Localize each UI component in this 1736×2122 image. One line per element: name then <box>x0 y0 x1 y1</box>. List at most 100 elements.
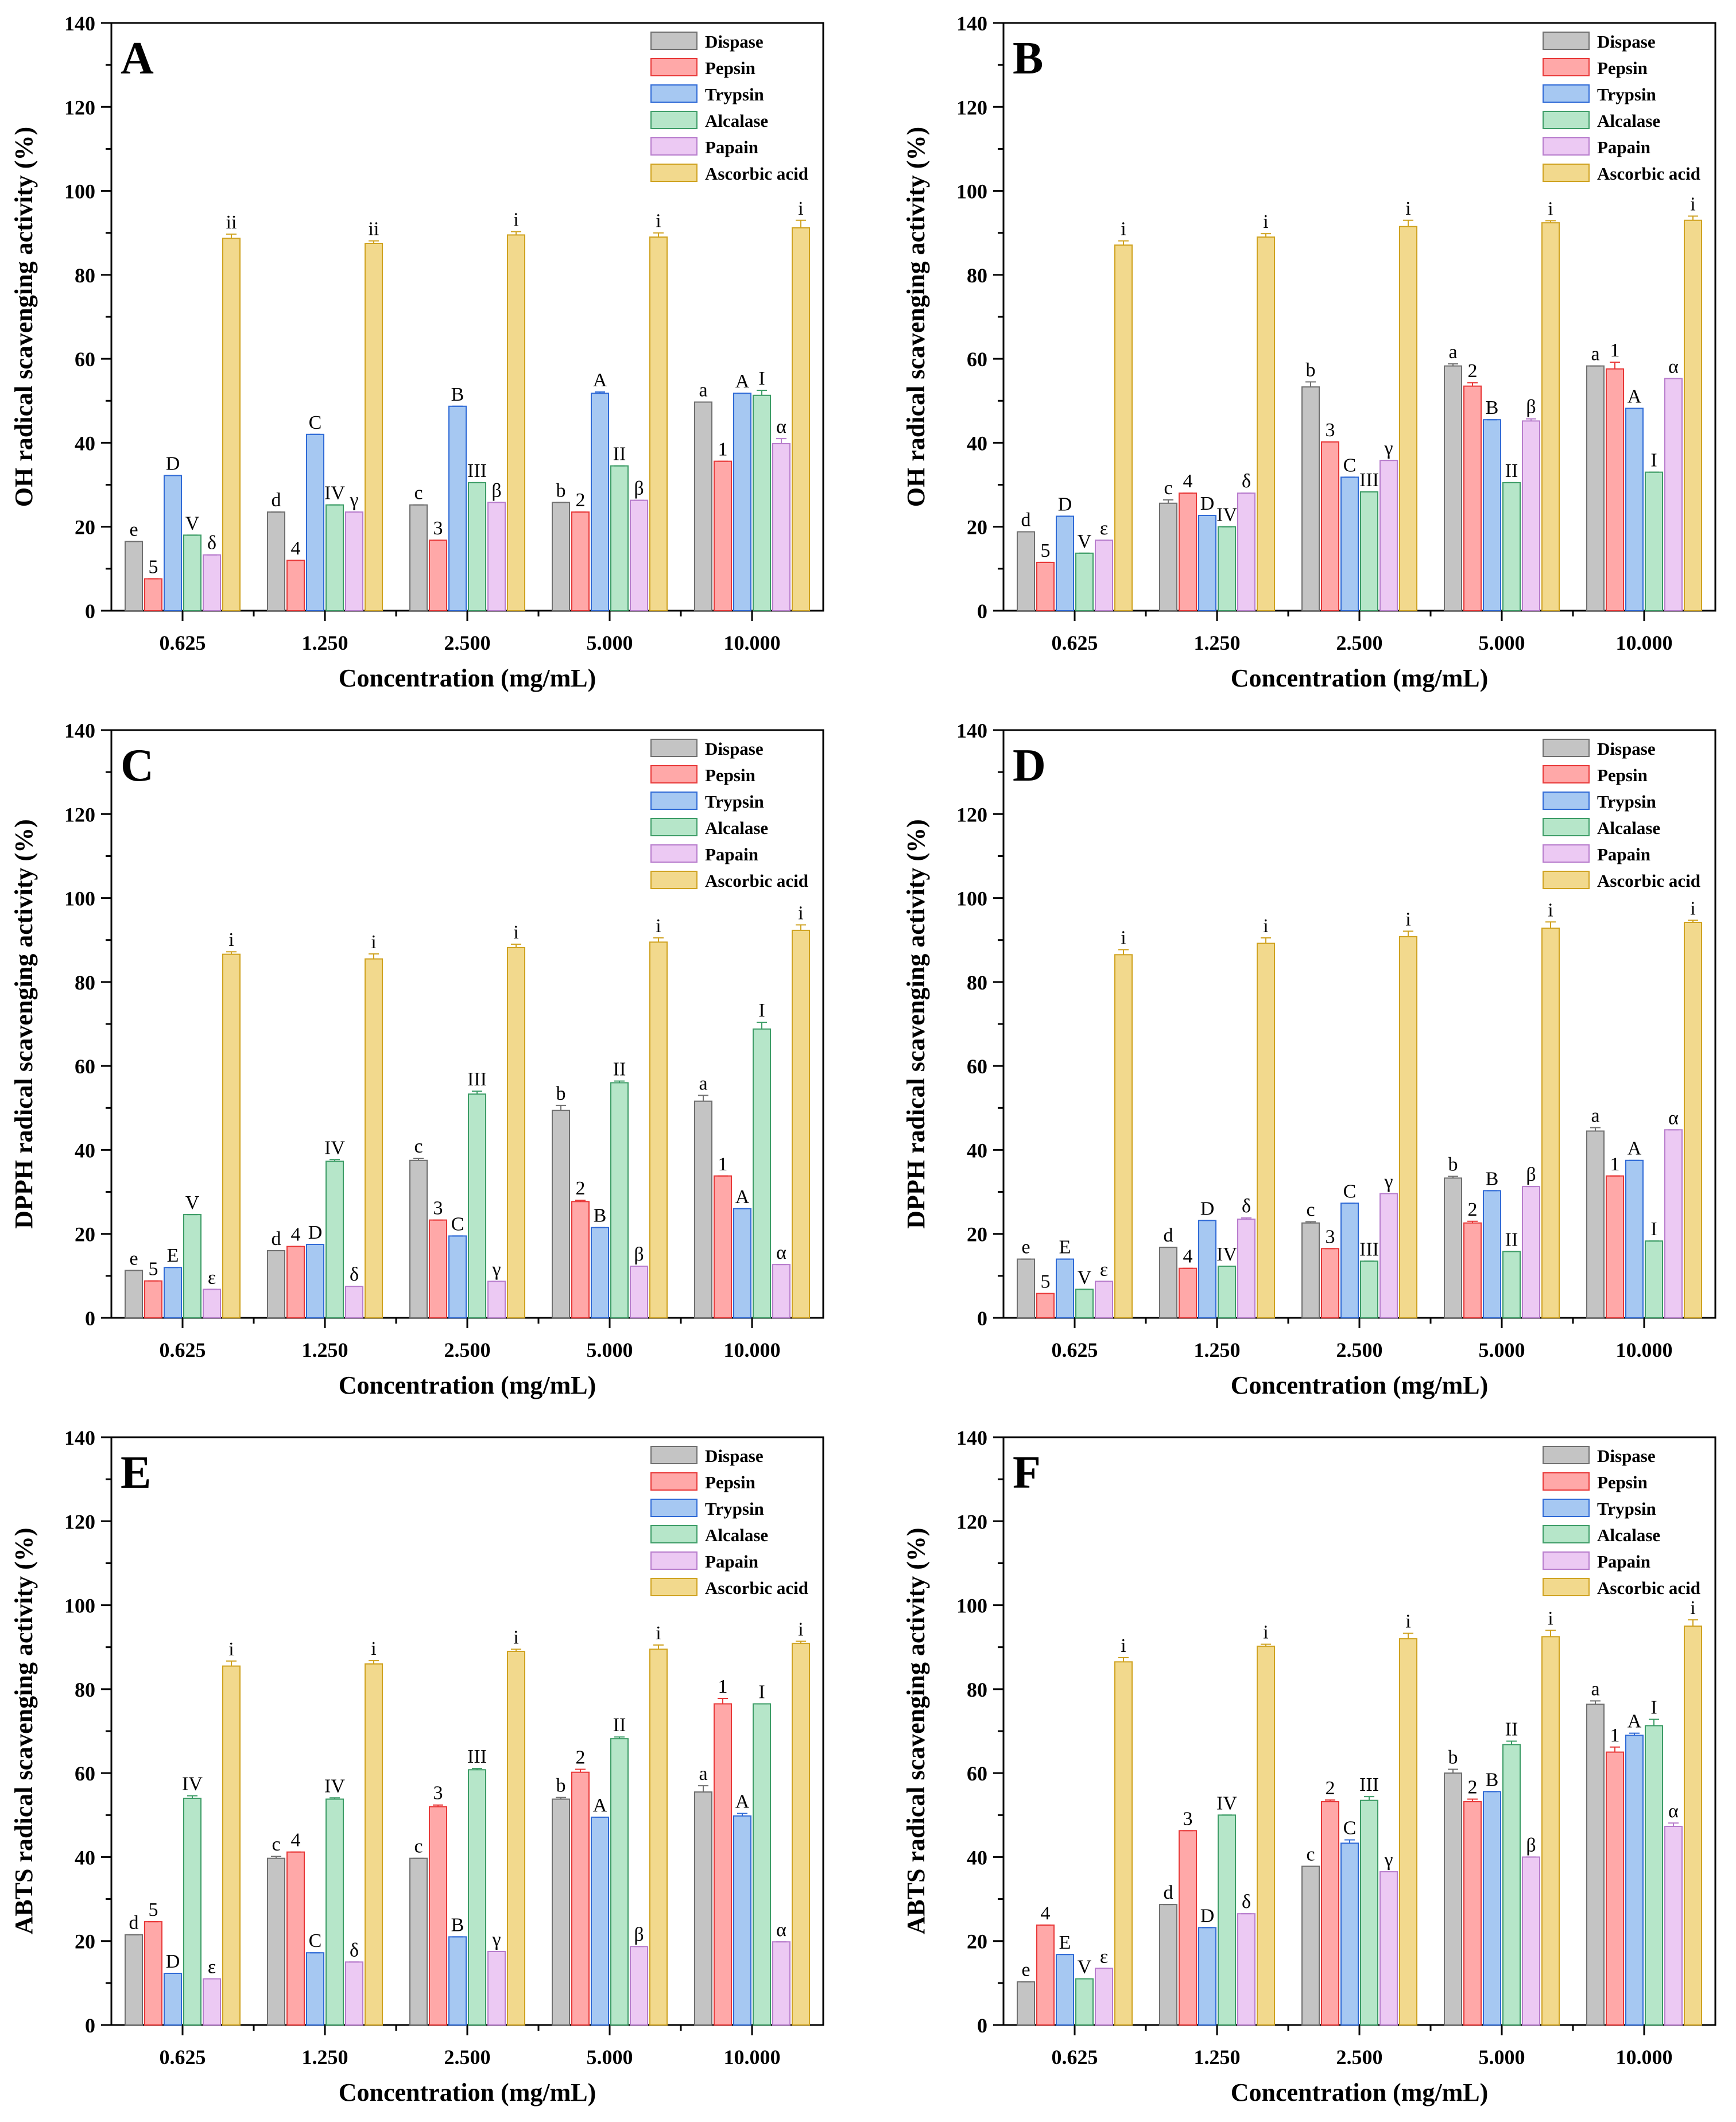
bar <box>1179 1830 1197 2026</box>
significance-label: III <box>1359 1774 1379 1795</box>
x-tick-label: 1.250 <box>302 1339 348 1361</box>
significance-label: 4 <box>291 1830 301 1851</box>
significance-label: I <box>1650 1697 1657 1718</box>
bar <box>183 1214 202 1319</box>
significance-label: c <box>414 1136 423 1157</box>
bar <box>1522 420 1540 611</box>
y-tick-label: 20 <box>967 1223 987 1246</box>
legend: Dispase Pepsin Trypsin Alcalase Papain Ascorb… <box>1543 739 1700 891</box>
bar <box>1340 1842 1359 2026</box>
legend-swatch <box>1543 1578 1590 1596</box>
chart-panel-c: 0 20 40 60 80 100 120 140 0.625 e 5E Vε i 1.250 d 4 D IV δ… <box>10 719 824 1399</box>
legend-label: Ascorbic acid <box>705 871 808 891</box>
bar <box>753 1703 771 2026</box>
bar <box>222 953 241 1318</box>
bar <box>326 1798 344 2026</box>
bar <box>1684 921 1702 1318</box>
bar <box>1159 1247 1177 1319</box>
bar <box>694 401 712 611</box>
bar <box>1380 1871 1398 2026</box>
significance-label: i <box>513 210 518 231</box>
x-tick-label: 10.000 <box>724 1339 781 1361</box>
significance-label: i <box>1121 219 1126 240</box>
significance-label: III <box>467 1069 487 1090</box>
significance-label: β <box>491 480 501 501</box>
significance-label: β <box>1526 397 1536 418</box>
bar <box>286 1246 305 1319</box>
bar <box>552 502 570 612</box>
legend-label: Papain <box>1597 1551 1650 1572</box>
bar <box>507 1651 525 2026</box>
legend-label: Pepsin <box>1597 1472 1648 1492</box>
legend-swatch <box>650 1499 698 1517</box>
bar <box>1198 1927 1216 2026</box>
significance-label: D <box>308 1222 323 1243</box>
legend-label: Ascorbic acid <box>705 164 808 184</box>
significance-label: a <box>1591 1678 1599 1700</box>
significance-label: d <box>129 1912 139 1934</box>
bar <box>1541 928 1560 1318</box>
legend-label: Alcalase <box>1597 818 1660 838</box>
significance-label: 1 <box>718 1676 728 1697</box>
chart-panel-a: 0204060801001201400.625e5DVδii1.250d4CIV… <box>10 12 824 692</box>
legend-label: Dispase <box>1597 32 1656 52</box>
legend-label: Ascorbic acid <box>1597 1578 1700 1598</box>
significance-label: b <box>556 480 566 501</box>
bar <box>792 227 810 611</box>
x-axis-title: Concentration (mg/mL) <box>339 2078 596 2107</box>
significance-label: II <box>1505 1229 1518 1250</box>
significance-label: D <box>166 1951 180 1972</box>
legend-label: Pepsin <box>1597 58 1648 78</box>
significance-label: i <box>1121 928 1126 949</box>
significance-label: C <box>309 412 322 433</box>
bar <box>753 394 771 612</box>
significance-label: i <box>513 922 518 943</box>
legend-label: Trypsin <box>1597 84 1656 104</box>
bar <box>144 578 162 612</box>
significance-label: III <box>1359 470 1379 491</box>
bar <box>487 1951 506 2026</box>
y-tick-label: 140 <box>956 719 987 742</box>
bar <box>1541 222 1560 612</box>
legend-swatch <box>1543 1446 1590 1464</box>
significance-label: 2 <box>576 1178 586 1199</box>
significance-label: i <box>798 1619 803 1640</box>
legend-label: Pepsin <box>1597 765 1648 785</box>
legend-label: Papain <box>1597 137 1650 157</box>
bar <box>487 502 506 612</box>
y-axis-title: OH radical scavenging activity (%) <box>902 127 930 507</box>
significance-label: ε <box>1100 1946 1108 1967</box>
x-tick-label: 5.000 <box>587 2046 633 2069</box>
y-tick-label: 20 <box>967 1930 987 1953</box>
bar <box>429 1219 447 1318</box>
bar <box>306 1244 324 1318</box>
bar <box>792 1643 810 2026</box>
significance-label: ε <box>208 1267 216 1288</box>
bar <box>591 1227 609 1319</box>
legend-label: Trypsin <box>705 792 764 812</box>
bar <box>1664 378 1683 612</box>
significance-label: c <box>272 1834 280 1855</box>
y-tick-label: 0 <box>85 2014 95 2037</box>
legend-label: Dispase <box>1597 1446 1656 1466</box>
x-tick-label: 2.500 <box>444 2046 491 2069</box>
bar <box>144 1921 162 2026</box>
bar <box>267 1857 285 2026</box>
significance-label: IV <box>1216 1244 1237 1265</box>
y-tick-label: 0 <box>977 1307 987 1330</box>
y-tick-label: 0 <box>85 1307 95 1330</box>
y-tick-label: 40 <box>75 1846 95 1869</box>
panel-letter: E <box>121 1448 151 1498</box>
bar <box>1664 1826 1683 2026</box>
significance-label: i <box>1690 898 1695 919</box>
significance-label: i <box>798 198 803 219</box>
bar <box>409 504 428 611</box>
legend-swatch <box>650 111 698 129</box>
y-tick-label: 60 <box>967 1055 987 1078</box>
bar <box>1340 1202 1359 1319</box>
bar <box>1056 1954 1074 2026</box>
significance-label: a <box>699 1073 707 1094</box>
significance-label: 1 <box>1610 1725 1620 1746</box>
significance-label: γ <box>1384 1849 1393 1871</box>
significance-label: B <box>1486 1168 1499 1189</box>
